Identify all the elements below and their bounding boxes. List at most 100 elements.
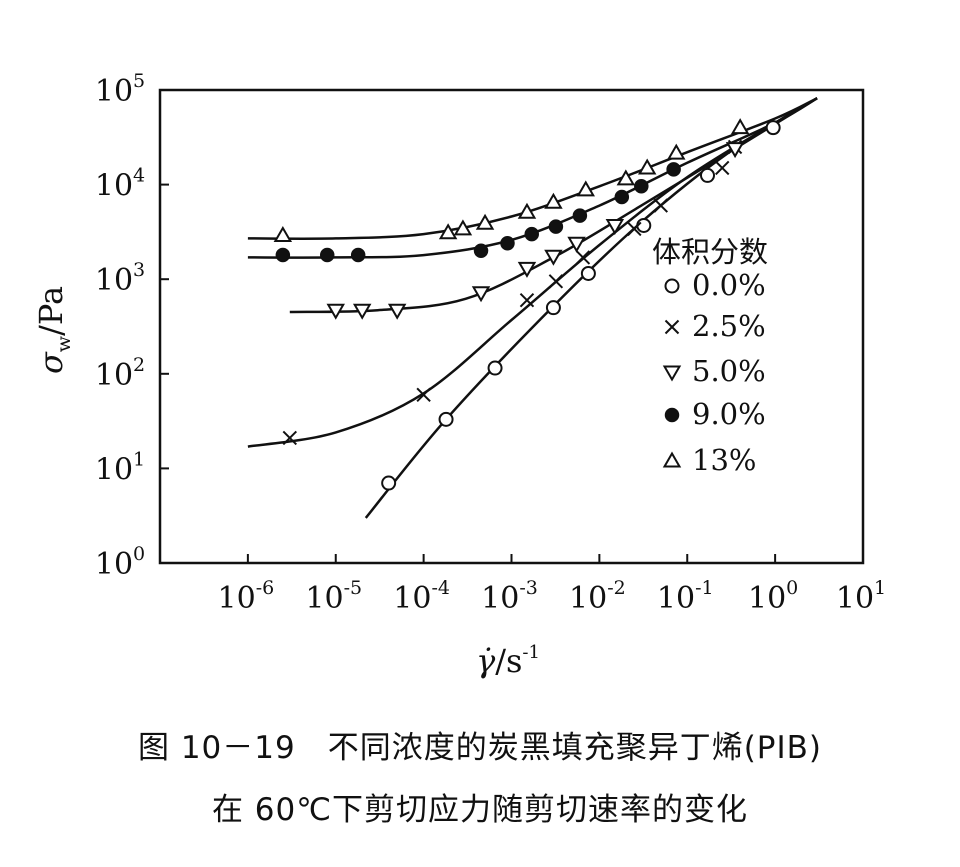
data-point	[350, 247, 366, 263]
x-axis-label: γ̇/s-1	[476, 642, 540, 680]
x-axis-unit: /s	[495, 642, 522, 680]
x-tick-exponent: 0	[786, 577, 798, 599]
data-point	[416, 387, 431, 402]
x-tick-base: 10	[218, 581, 256, 616]
legend-entries: 0.0% 2.5% 5.0% 9.0% 13%	[662, 268, 766, 477]
x-tick-label: 100	[748, 577, 798, 616]
y-axis-symbol: σ	[32, 351, 70, 374]
data-point	[275, 247, 291, 263]
data-point	[387, 303, 407, 320]
legend-label: 0.0%	[692, 268, 766, 302]
data-point	[572, 208, 588, 223]
data-point	[471, 286, 491, 303]
x-tick-label: 10-2	[569, 577, 626, 616]
legend-marker	[662, 451, 682, 468]
legend-label: 2.5%	[692, 309, 766, 343]
data-point	[637, 158, 657, 175]
data-point	[634, 179, 649, 194]
data-point	[605, 218, 625, 235]
data-point	[517, 202, 537, 219]
y-tick-label: 105	[95, 70, 145, 109]
data-point	[616, 169, 636, 186]
figure-caption-line-2: 在 60℃下剪切应力随剪切速率的变化	[211, 792, 749, 828]
plot-area: 10-6 10-5 10-4 10-3 10-2 10-1 100 101 100101102…	[32, 70, 887, 680]
x-axis-symbol: γ̇	[476, 642, 496, 680]
x-tick-exponent: -5	[344, 577, 363, 599]
data-point	[500, 235, 515, 251]
y-tick-exponent: 3	[133, 259, 145, 281]
data-point	[273, 225, 293, 242]
legend-label: 9.0%	[692, 397, 766, 431]
x-tick-exponent: -4	[431, 577, 450, 599]
x-tick-exponent: -3	[519, 577, 538, 599]
data-point	[653, 198, 669, 213]
y-tick-base: 10	[95, 452, 133, 487]
y-tick-base: 10	[95, 358, 133, 393]
data-point	[548, 274, 564, 289]
y-tick-label: 101	[95, 448, 145, 487]
legend-title: 体积分数	[652, 235, 768, 269]
data-point	[453, 219, 473, 236]
data-point	[381, 475, 397, 491]
legend-label: 13%	[692, 443, 756, 477]
y-tick-base: 10	[95, 169, 133, 204]
data-points	[273, 118, 781, 491]
legend-marker	[662, 365, 682, 382]
x-tick-base: 10	[481, 581, 519, 616]
legend-marker	[664, 278, 680, 294]
x-tick-labels: 10-6 10-5 10-4 10-3 10-2 10-1 100 101	[218, 577, 887, 616]
y-tick-base: 10	[95, 263, 133, 298]
y-axis-unit: /Pa	[32, 286, 70, 336]
y-tick-label: 103	[95, 259, 145, 298]
data-point	[548, 219, 564, 234]
data-point	[580, 265, 596, 281]
data-point	[700, 167, 716, 183]
axis-ticks	[160, 89, 864, 564]
data-point	[438, 411, 454, 427]
data-point	[614, 189, 630, 205]
x-tick-label: 10-5	[305, 577, 362, 616]
y-tick-label: 102	[95, 354, 145, 393]
y-tick-exponent: 5	[133, 70, 145, 92]
x-tick-exponent: 1	[874, 577, 886, 599]
x-tick-base: 10	[393, 581, 431, 616]
data-point	[352, 303, 372, 320]
x-tick-base: 10	[836, 581, 874, 616]
y-tick-exponent: 2	[133, 354, 145, 376]
x-tick-exponent: -1	[695, 577, 714, 599]
y-axis-label: σw/Pa	[32, 286, 75, 374]
data-point	[627, 221, 642, 237]
legend-marker	[664, 319, 680, 335]
y-tick-exponent: 0	[133, 543, 145, 565]
data-point	[666, 162, 681, 177]
x-tick-exponent: -6	[256, 577, 275, 599]
data-point	[326, 303, 345, 320]
x-tick-label: 10-4	[393, 577, 450, 616]
x-tick-exponent: -2	[607, 577, 626, 599]
data-point	[567, 236, 586, 253]
data-point	[519, 292, 535, 308]
x-tick-label: 10-6	[218, 577, 275, 616]
y-tick-exponent: 4	[133, 165, 145, 187]
x-tick-label: 10-3	[481, 577, 538, 616]
data-point	[730, 118, 750, 135]
x-tick-base: 10	[657, 581, 695, 616]
y-tick-base: 10	[95, 74, 133, 109]
data-point	[282, 430, 298, 446]
series-curve	[247, 97, 818, 259]
legend: 体积分数 0.0% 2.5% 5.0% 9.0% 13%	[652, 235, 768, 477]
legend-label: 5.0%	[692, 354, 766, 388]
y-axis-subscript: w	[53, 335, 75, 352]
data-point	[765, 120, 781, 136]
data-point	[517, 261, 537, 278]
data-point	[715, 160, 730, 176]
figure-caption-line-1: 图 10－19 不同浓度的炭黑填充聚异丁烯(PIB)	[137, 730, 823, 766]
x-tick-base: 10	[569, 581, 607, 616]
x-tick-label: 101	[836, 577, 886, 616]
data-point	[544, 249, 563, 266]
data-point	[475, 213, 495, 230]
y-tick-exponent: 1	[133, 448, 145, 470]
data-point	[544, 192, 563, 209]
data-point	[667, 143, 686, 160]
